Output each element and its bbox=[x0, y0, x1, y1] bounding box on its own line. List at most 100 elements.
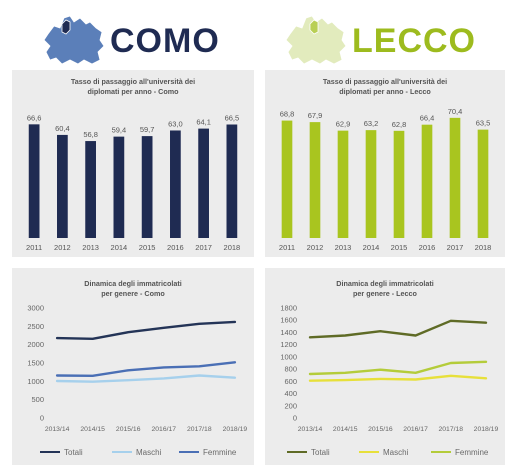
como-map-shape bbox=[43, 15, 105, 65]
como-bar-chart-panel: Tasso di passaggio all'università dei di… bbox=[12, 70, 254, 257]
x-tick-label: 2016/17 bbox=[151, 426, 176, 433]
bar bbox=[57, 134, 68, 238]
bar bbox=[477, 129, 489, 238]
header-lecco: LECCO bbox=[282, 8, 475, 70]
x-tick-label: 2011 bbox=[26, 243, 42, 252]
series-line-maschi bbox=[55, 374, 237, 383]
x-tick-label: 2018 bbox=[475, 243, 492, 252]
series-line-maschi bbox=[308, 374, 488, 382]
y-tick-label: 1200 bbox=[280, 340, 297, 349]
x-tick-label: 2011 bbox=[279, 243, 295, 252]
lecco-bar-chart: 68,8 2011 67,9 2012 62,9 2013 63,2 2014 62,8 2015… bbox=[279, 107, 492, 252]
x-tick-label: 2018 bbox=[224, 243, 241, 252]
y-tick-label: 800 bbox=[284, 365, 297, 374]
lecco-map-icon bbox=[285, 15, 347, 65]
bar-value-label: 63,0 bbox=[168, 119, 183, 128]
y-tick-label: 1500 bbox=[27, 359, 44, 368]
lecco-line-chart-panel: Dinamica degli immatricolati per genere … bbox=[265, 268, 505, 465]
x-tick-label: 2018/19 bbox=[474, 426, 499, 433]
lecco-bar-chart-title: Tasso di passaggio all'università dei di… bbox=[322, 77, 448, 96]
lecco-map-highlight bbox=[309, 19, 319, 35]
bar-value-label: 63,5 bbox=[476, 119, 491, 128]
bar-value-label: 66,4 bbox=[420, 114, 435, 123]
bar-value-label: 62,8 bbox=[392, 120, 407, 129]
x-tick-label: 2018/19 bbox=[223, 426, 248, 433]
y-tick-label: 1800 bbox=[280, 304, 297, 313]
y-tick-label: 1600 bbox=[280, 316, 297, 325]
series-line-femmine bbox=[308, 360, 488, 376]
bar bbox=[365, 130, 377, 238]
x-tick-label: 2013/14 bbox=[298, 426, 323, 433]
x-tick-label: 2016 bbox=[419, 243, 436, 252]
bar-value-label: 68,8 bbox=[280, 110, 295, 119]
lecco-line-chart: 0 200 400 600 800 1000 1200 1400 1600 1800 2013/14… bbox=[280, 304, 499, 434]
bar bbox=[421, 124, 433, 238]
bar bbox=[28, 124, 40, 238]
y-tick-label: 2000 bbox=[27, 340, 44, 349]
bar bbox=[337, 130, 349, 238]
y-tick-label: 1400 bbox=[280, 328, 297, 337]
legend-item-totali: Totali bbox=[40, 447, 83, 459]
series-line-femmine bbox=[55, 361, 237, 378]
x-tick-label: 2017/18 bbox=[438, 426, 463, 433]
y-tick-label: 2500 bbox=[27, 322, 44, 331]
lecco-line-legend: Totali Maschi Femmine bbox=[265, 447, 505, 459]
bar bbox=[85, 141, 96, 238]
legend-item-maschi: Maschi bbox=[359, 447, 408, 459]
lecco-bar-chart-panel: Tasso di passaggio all'università dei di… bbox=[265, 70, 505, 257]
bar-value-label: 60,4 bbox=[55, 124, 70, 133]
x-tick-label: 2014 bbox=[363, 243, 380, 252]
header-como: COMO bbox=[40, 8, 230, 70]
como-title: COMO bbox=[110, 22, 220, 60]
bar-value-label: 56,8 bbox=[83, 130, 98, 139]
y-tick-label: 1000 bbox=[280, 352, 297, 361]
como-line-legend: Totali Maschi Femmine bbox=[12, 447, 254, 459]
legend-item-maschi: Maschi bbox=[112, 447, 161, 459]
bar bbox=[226, 124, 238, 238]
bar bbox=[198, 128, 209, 238]
x-tick-label: 2015/16 bbox=[368, 426, 393, 433]
x-tick-label: 2015 bbox=[391, 243, 408, 252]
como-line-chart-title: Dinamica degli immatricolati per genere … bbox=[84, 279, 182, 298]
bar bbox=[281, 120, 293, 238]
bar bbox=[170, 130, 181, 238]
lecco-map-shape bbox=[285, 15, 347, 65]
legend-item-femmine: Femmine bbox=[179, 447, 236, 459]
como-map-highlight bbox=[61, 19, 71, 35]
legend-swatch-maschi bbox=[359, 450, 379, 453]
bar-value-label: 64,1 bbox=[196, 118, 211, 127]
como-bar-chart: 66,6 2011 60,4 2012 56,8 2013 59,4 2014 59,7 2015… bbox=[26, 113, 241, 252]
x-tick-label: 2016/17 bbox=[403, 426, 428, 433]
y-tick-label: 1000 bbox=[27, 377, 44, 386]
legend-swatch-totali bbox=[287, 450, 307, 453]
x-tick-label: 2013 bbox=[335, 243, 352, 252]
bar bbox=[309, 122, 321, 238]
x-tick-label: 2013 bbox=[82, 243, 99, 252]
series-line-totali bbox=[308, 319, 488, 339]
lecco-line-chart-title: Dinamica degli immatricolati per genere … bbox=[336, 279, 434, 298]
y-tick-label: 200 bbox=[284, 401, 297, 410]
bar-value-label: 62,9 bbox=[336, 120, 351, 129]
como-line-chart-panel: Dinamica degli immatricolati per genere … bbox=[12, 268, 254, 465]
bar bbox=[449, 117, 461, 238]
x-tick-label: 2014 bbox=[111, 243, 128, 252]
y-tick-label: 600 bbox=[284, 377, 297, 386]
bar-value-label: 63,2 bbox=[364, 119, 379, 128]
legend-swatch-maschi bbox=[112, 450, 132, 453]
x-tick-label: 2017/18 bbox=[187, 426, 212, 433]
x-tick-label: 2017 bbox=[447, 243, 464, 252]
bar-value-label: 59,7 bbox=[140, 125, 155, 134]
x-tick-label: 2012 bbox=[54, 243, 71, 252]
bar-value-label: 67,9 bbox=[308, 111, 323, 120]
y-tick-label: 0 bbox=[40, 414, 44, 423]
x-tick-label: 2013/14 bbox=[45, 426, 70, 433]
bar-value-label: 66,6 bbox=[27, 113, 42, 122]
x-tick-label: 2015 bbox=[139, 243, 156, 252]
x-tick-label: 2014/15 bbox=[80, 426, 105, 433]
bar-value-label: 59,4 bbox=[112, 126, 127, 135]
y-tick-label: 3000 bbox=[27, 304, 44, 313]
x-tick-label: 2017 bbox=[195, 243, 212, 252]
bar-value-label: 66,5 bbox=[225, 114, 240, 123]
x-tick-label: 2015/16 bbox=[116, 426, 141, 433]
lecco-title: LECCO bbox=[352, 22, 476, 60]
